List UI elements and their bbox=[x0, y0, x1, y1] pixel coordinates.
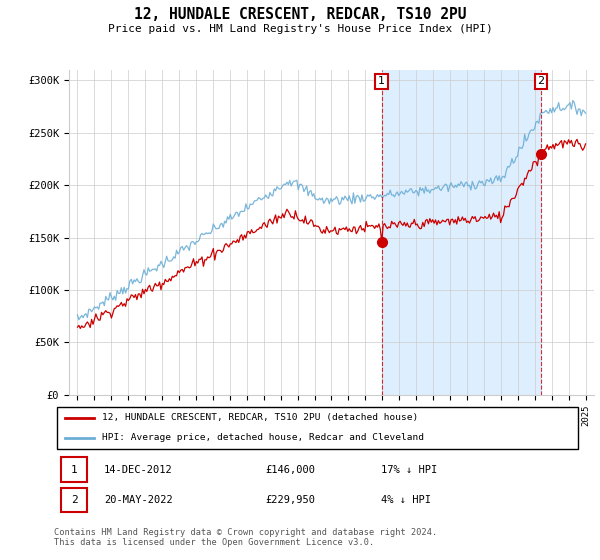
Bar bbox=[382, 70, 541, 395]
Text: 4% ↓ HPI: 4% ↓ HPI bbox=[382, 495, 431, 505]
Text: 2: 2 bbox=[538, 76, 545, 86]
FancyBboxPatch shape bbox=[61, 458, 87, 482]
Text: 12, HUNDALE CRESCENT, REDCAR, TS10 2PU (detached house): 12, HUNDALE CRESCENT, REDCAR, TS10 2PU (… bbox=[101, 413, 418, 422]
FancyBboxPatch shape bbox=[56, 407, 578, 449]
FancyBboxPatch shape bbox=[61, 488, 87, 512]
Text: Price paid vs. HM Land Registry's House Price Index (HPI): Price paid vs. HM Land Registry's House … bbox=[107, 24, 493, 34]
Text: 12, HUNDALE CRESCENT, REDCAR, TS10 2PU: 12, HUNDALE CRESCENT, REDCAR, TS10 2PU bbox=[134, 7, 466, 22]
Text: 2: 2 bbox=[71, 495, 77, 505]
Text: 17% ↓ HPI: 17% ↓ HPI bbox=[382, 465, 437, 475]
Text: Contains HM Land Registry data © Crown copyright and database right 2024.
This d: Contains HM Land Registry data © Crown c… bbox=[54, 528, 437, 547]
Text: £146,000: £146,000 bbox=[265, 465, 315, 475]
Text: £229,950: £229,950 bbox=[265, 495, 315, 505]
Text: 14-DEC-2012: 14-DEC-2012 bbox=[104, 465, 173, 475]
Text: 20-MAY-2022: 20-MAY-2022 bbox=[104, 495, 173, 505]
Text: HPI: Average price, detached house, Redcar and Cleveland: HPI: Average price, detached house, Redc… bbox=[101, 433, 424, 442]
Text: 1: 1 bbox=[71, 465, 77, 475]
Text: 1: 1 bbox=[378, 76, 385, 86]
